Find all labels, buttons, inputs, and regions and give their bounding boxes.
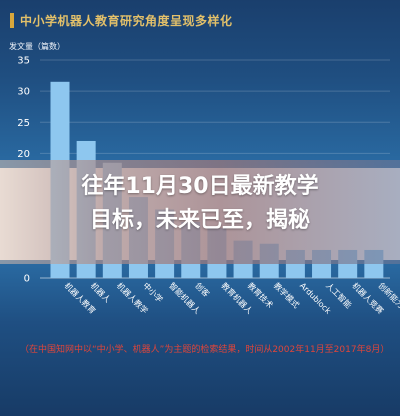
y-tick-label: 20 <box>17 149 30 160</box>
headline-line-2: 目标，未来已至，揭秘 <box>89 208 310 233</box>
y-tick-label: 30 <box>17 87 30 98</box>
headline-overlay: 往年11月30日最新教学 目标，未来已至，揭秘 <box>0 170 400 238</box>
x-tick-label: 创客 <box>193 280 211 298</box>
chart-title: 中小学机器人教育研究角度呈现多样化 <box>20 14 233 28</box>
y-tick-label: 35 <box>17 56 30 67</box>
y-axis-label: 发文量（篇数） <box>9 42 65 51</box>
chart-footnote: （在中国知网中以“中小学、机器人”为主题的检索结果，时间从2002年11月至20… <box>20 345 390 355</box>
title-accent-bar <box>10 13 14 28</box>
y-tick-label: 0 <box>24 274 30 285</box>
x-tick-label: 机器人 <box>89 280 113 304</box>
x-tick-label: 中小学 <box>141 280 165 304</box>
chart-background-bottom <box>0 260 400 416</box>
headline-line-1: 往年11月30日最新教学 <box>81 174 319 199</box>
x-tick-label: 教学模式 <box>272 280 302 310</box>
headline-overlay-band <box>0 160 400 264</box>
title-row: 中小学机器人教育研究角度呈现多样化 <box>10 12 233 29</box>
y-tick-label: 25 <box>17 118 30 129</box>
